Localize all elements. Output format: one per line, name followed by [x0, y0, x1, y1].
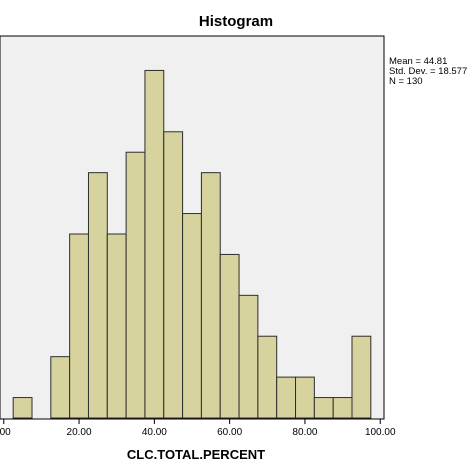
x-tick-label: 80.00 [292, 427, 317, 438]
chart-title: Histogram [199, 13, 273, 30]
x-tick-label: 60.00 [217, 427, 242, 438]
stat-std-dev: Std. Dev. = 18.577 [389, 66, 467, 77]
histogram-bar [257, 335, 278, 419]
histogram-bar [219, 253, 240, 419]
histogram-bar [144, 69, 165, 419]
x-axis-ticks: .00 20.00 40.00 60.00 80.00 100.00 [0, 419, 396, 438]
histogram-bar [163, 131, 184, 419]
histogram-bar [276, 376, 297, 419]
histogram-bar [238, 294, 259, 419]
histogram-bar [351, 335, 372, 419]
histogram-bar [332, 397, 353, 419]
stat-mean: Mean = 44.81 [389, 56, 447, 67]
histogram-bars [12, 69, 372, 419]
x-tick-label: 40.00 [142, 427, 167, 438]
histogram-bar [182, 213, 202, 419]
histogram-bar [12, 397, 33, 419]
histogram-bar [50, 356, 71, 419]
histogram-bar [125, 151, 146, 419]
histogram-bar [313, 397, 334, 419]
histogram-bar [106, 233, 127, 419]
x-tick-label: .00 [0, 427, 11, 438]
histogram-bar [87, 172, 108, 419]
stats-box: Mean = 44.81 Std. Dev. = 18.577 N = 130 [389, 56, 467, 87]
histogram-bar [69, 233, 89, 419]
histogram-bar [295, 376, 315, 419]
x-tick-label: 100.00 [365, 427, 396, 438]
x-axis-label: CLC.TOTAL.PERCENT [127, 447, 265, 462]
stat-n: N = 130 [389, 76, 423, 87]
histogram-bar [200, 172, 221, 419]
x-tick-label: 20.00 [67, 427, 92, 438]
